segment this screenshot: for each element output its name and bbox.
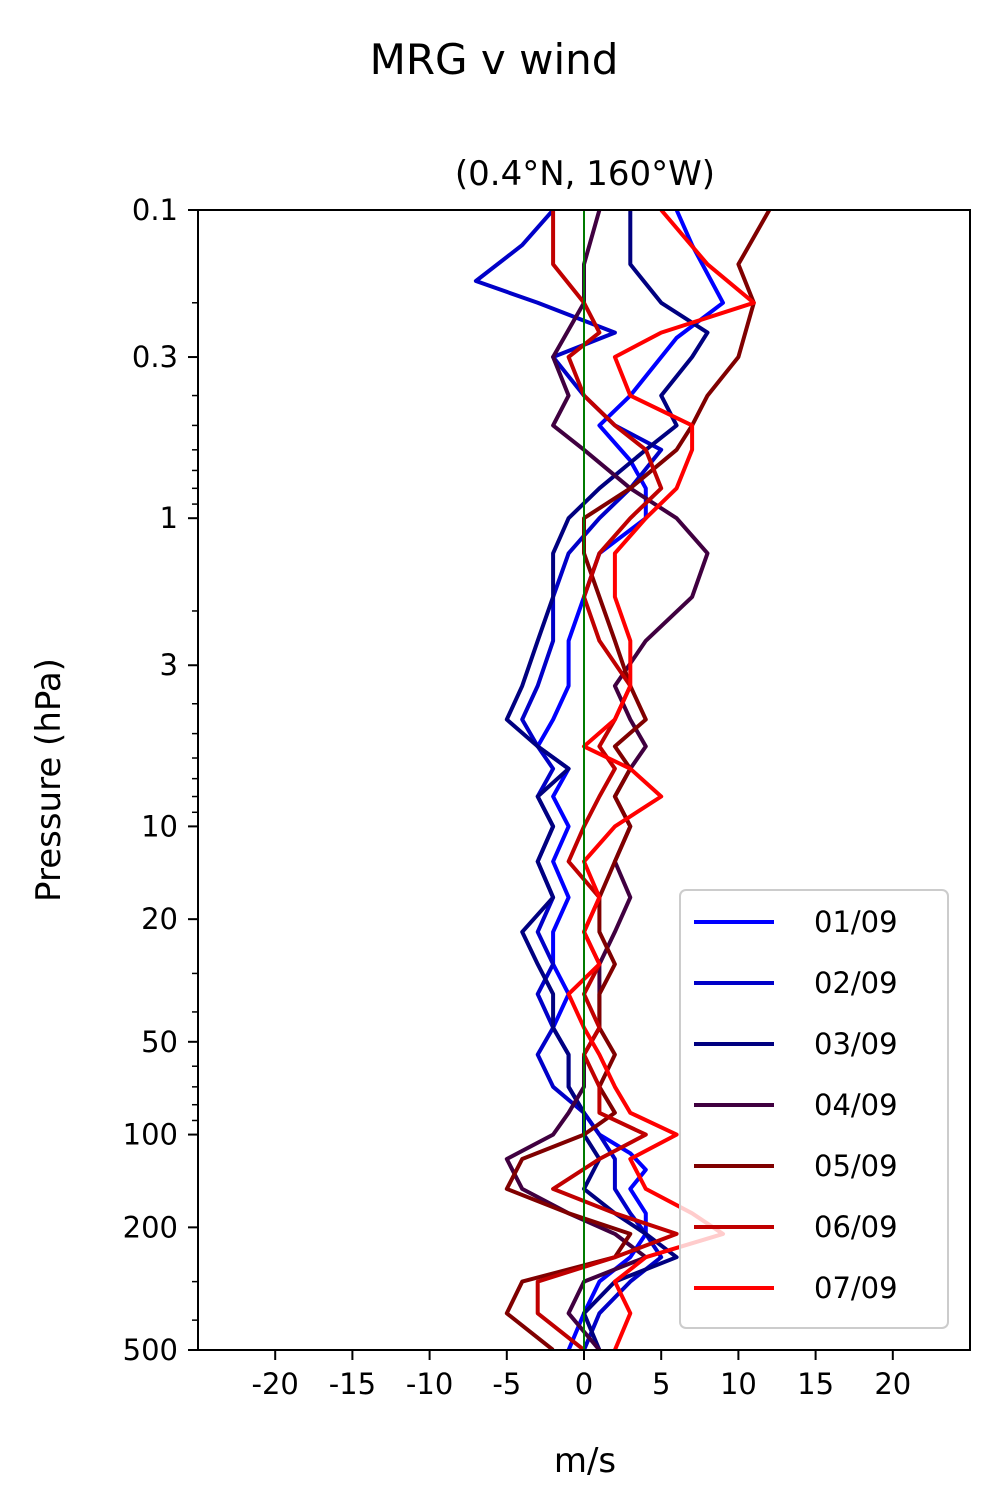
axes: -20 -15 -10 -5 0 5 10 15 20 0.1 0.3 1 3 10 20 50 100 200 5…: [123, 193, 971, 1401]
legend: 01/09 02/09 03/09 04/09 05/09 06/09 07/09: [679, 889, 949, 1329]
chart-title: MRG v wind: [370, 35, 619, 84]
x-tick-label: -15: [329, 1367, 376, 1401]
legend-box: [679, 889, 949, 1329]
y-tick-label: 0.3: [132, 340, 178, 374]
x-tick-label: -20: [252, 1367, 299, 1401]
y-tick-label: 0.1: [132, 193, 178, 227]
legend-label-7: 07/09: [814, 1271, 898, 1305]
x-tick-label: -10: [406, 1367, 453, 1401]
x-tick-label: 20: [874, 1367, 911, 1401]
legend-label-3: 03/09: [814, 1027, 898, 1061]
plot-area: [473, 210, 772, 1350]
y-tick-label: 100: [123, 1118, 178, 1152]
y-axis-label: Pressure (hPa): [29, 658, 69, 902]
legend-label-5: 05/09: [814, 1149, 898, 1183]
chart-subtitle: (0.4°N, 160°W): [455, 154, 715, 194]
legend-label-6: 06/09: [814, 1210, 898, 1244]
x-tick-label: 5: [652, 1367, 670, 1401]
y-tick-label: 10: [141, 809, 178, 843]
x-tick-label: 0: [575, 1367, 593, 1401]
x-tick-label: 15: [797, 1367, 834, 1401]
x-tick-label: -5: [492, 1367, 521, 1401]
series-line-5: [504, 210, 772, 1350]
y-tick-label: 200: [123, 1210, 178, 1244]
legend-label-1: 01/09: [814, 905, 898, 939]
x-tick-label: 10: [720, 1367, 757, 1401]
y-tick-label: 1: [160, 501, 178, 535]
series-line-7: [566, 210, 756, 1350]
y-tick-label: 3: [160, 648, 178, 682]
legend-label-2: 02/09: [814, 966, 898, 1000]
x-axis-label: m/s: [554, 1441, 616, 1481]
legend-label-4: 04/09: [814, 1088, 898, 1122]
y-tick-label: 500: [123, 1333, 178, 1367]
y-tick-label: 20: [141, 902, 178, 936]
y-tick-label: 50: [141, 1025, 178, 1059]
